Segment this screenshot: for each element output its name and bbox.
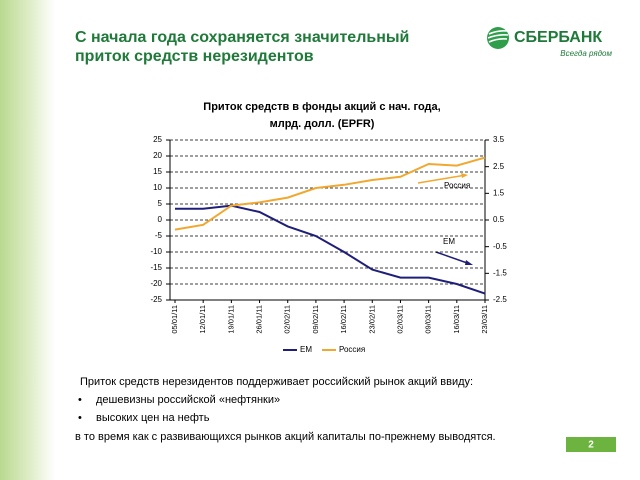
series-line [175, 204, 486, 295]
legend-label: Россия [339, 345, 365, 354]
y-tick-label: -25 [150, 295, 162, 304]
x-tick-label: 05/01/11 [170, 305, 179, 334]
x-tick-label: 19/01/11 [226, 305, 235, 334]
body-text: дешевизны российской «нефтянки» [96, 394, 280, 406]
legend-label: EM [300, 345, 312, 354]
annotation-arrow [435, 251, 471, 265]
x-tick-label: 02/02/11 [283, 305, 292, 334]
y2-tick-label: 3.5 [493, 135, 505, 144]
y-tick-label: -10 [150, 247, 162, 256]
annotation: Россия [444, 181, 470, 190]
page-number-box [566, 437, 616, 452]
y-tick-label: -20 [150, 279, 162, 288]
x-tick-label: 23/02/11 [367, 305, 376, 334]
slide-title: С начала года сохраняется значительный [75, 29, 409, 46]
y-tick-label: 10 [153, 183, 162, 192]
body-text: в то время как с развивающихся рынков ак… [75, 431, 496, 443]
body-text: Приток средств нерезидентов поддерживает… [80, 376, 473, 388]
y2-tick-label: -0.5 [493, 242, 507, 251]
x-tick-label: 09/02/11 [311, 305, 320, 334]
y2-tick-label: -1.5 [493, 268, 507, 277]
x-tick-label: 16/03/11 [452, 305, 461, 334]
arrow-head [465, 260, 473, 265]
bullet: • [78, 412, 82, 424]
y-tick-label: 0 [158, 215, 163, 224]
page-number: 2 [588, 440, 594, 451]
y2-tick-label: 2.5 [493, 162, 505, 171]
slide-title: приток средств нерезидентов [75, 48, 314, 65]
chart-title: Приток средств в фонды акций с нач. года… [203, 101, 440, 113]
y-tick-label: 25 [153, 135, 162, 144]
x-tick-label: 23/03/11 [480, 305, 489, 334]
arrow-head [461, 173, 468, 178]
series-line [174, 156, 486, 231]
annotation: EM [443, 237, 455, 246]
y2-tick-label: 1.5 [493, 188, 505, 197]
annotation-arrow [417, 174, 467, 184]
x-tick-label: 16/02/11 [339, 305, 348, 334]
y-tick-label: 15 [153, 167, 162, 176]
bullet: • [78, 394, 82, 406]
y-tick-label: -5 [155, 231, 163, 240]
logo-name: СБЕРБАНК [514, 29, 602, 46]
decor-strip [0, 0, 55, 480]
x-tick-label: 12/01/11 [198, 305, 207, 334]
x-tick-label: 26/01/11 [255, 305, 264, 334]
logo-slogan: Всегда рядом [560, 49, 612, 58]
y-tick-label: 5 [158, 199, 163, 208]
logo-icon [487, 27, 509, 49]
x-tick-label: 09/03/11 [424, 305, 433, 334]
body-text: высоких цен на нефть [96, 412, 210, 424]
y2-tick-label: -2.5 [493, 295, 507, 304]
y2-tick-label: 0.5 [493, 215, 505, 224]
chart-title: млрд. долл. (EPFR) [270, 118, 375, 130]
y-tick-label: 20 [153, 151, 162, 160]
y-tick-label: -15 [150, 263, 162, 272]
x-tick-label: 02/03/11 [395, 305, 404, 334]
